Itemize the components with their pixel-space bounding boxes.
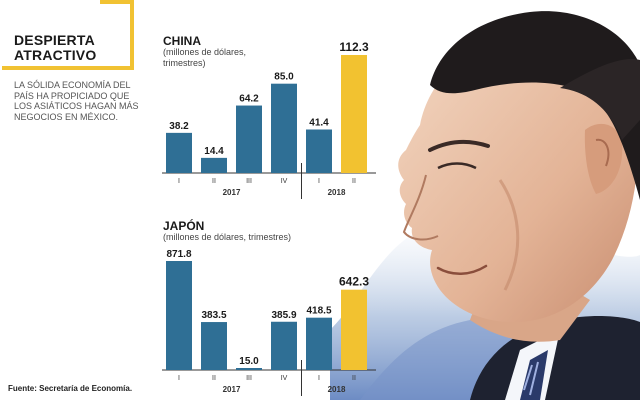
china-chart-title: CHINA bbox=[163, 34, 201, 48]
frame-line-right bbox=[130, 0, 134, 70]
frame-line-bottom bbox=[2, 66, 134, 70]
dek-text: LA SÓLIDA ECONOMÍA DEL PAÍS HA PROPICIAD… bbox=[14, 80, 139, 122]
frame-line-top bbox=[100, 0, 134, 4]
headline-line-1: DESPIERTA bbox=[14, 32, 95, 48]
china-chart-subtitle: (millones de dólares, trimestres) bbox=[163, 47, 247, 68]
headline: DESPIERTA ATRACTIVO bbox=[14, 33, 114, 63]
japan-chart-title: JAPÓN bbox=[163, 219, 205, 233]
source-note: Fuente: Secretaría de Economía. bbox=[8, 384, 133, 393]
headline-line-2: ATRACTIVO bbox=[14, 47, 97, 63]
japan-chart-subtitle: (millones de dólares, trimestres) bbox=[163, 232, 292, 242]
